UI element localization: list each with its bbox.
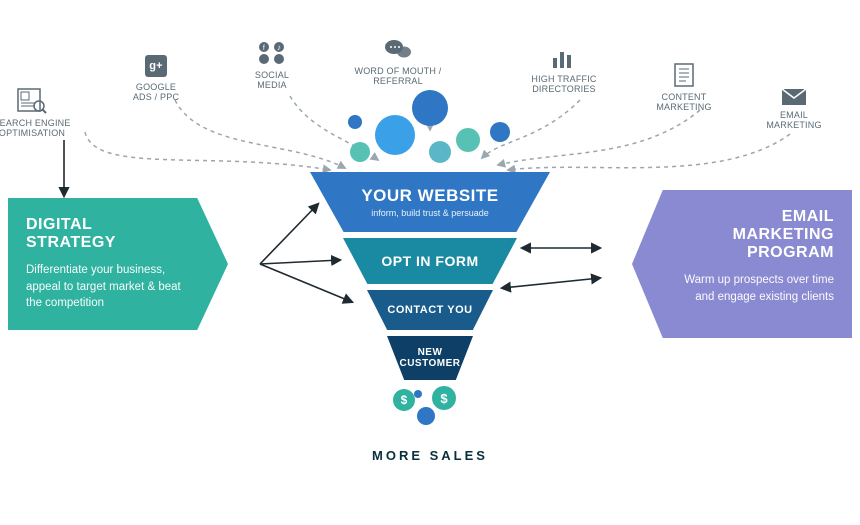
- channel-referral: WORD OF MOUTH /REFERRAL: [354, 38, 442, 87]
- digital-strategy-box: DIGITALSTRATEGY Differentiate your busin…: [8, 198, 228, 330]
- channel-dirs: HIGH TRAFFICDIRECTORIES: [520, 48, 608, 95]
- funnel-sub-0: inform, build trust & persuade: [371, 208, 489, 218]
- dirs-label: HIGH TRAFFICDIRECTORIES: [520, 74, 608, 95]
- more-sales-label: MORE SALES: [372, 448, 488, 463]
- bubble-3: [429, 141, 451, 163]
- bubble-4: [456, 128, 480, 152]
- svg-text:g+: g+: [149, 60, 163, 72]
- email-program-title: EMAILMARKETINGPROGRAM: [662, 208, 834, 262]
- email-program-body: Warm up prospects over time and engage e…: [662, 272, 834, 305]
- bubble-2: [412, 90, 448, 126]
- channel-seo: SEARCH ENGINEOPTIMISATION: [0, 88, 76, 139]
- content-label: CONTENTMARKETING: [640, 92, 728, 113]
- coin-3: [414, 390, 422, 398]
- referral-icon: [354, 38, 442, 62]
- email-label: EMAILMARKETING: [750, 110, 838, 131]
- seo-icon: [0, 88, 76, 114]
- referral-label: WORD OF MOUTH /REFERRAL: [354, 66, 442, 87]
- svg-text:f: f: [263, 45, 265, 52]
- infographic-stage: DIGITALSTRATEGY Differentiate your busin…: [0, 0, 860, 525]
- digital-strategy-title: DIGITALSTRATEGY: [26, 216, 198, 252]
- funnel-title-0: YOUR WEBSITE: [361, 186, 498, 206]
- content-icon: [640, 62, 728, 88]
- ads-label: GOOGLEADS / PPC: [112, 82, 200, 103]
- digital-strategy-body: Differentiate your business, appeal to t…: [26, 262, 198, 312]
- funnel-title-2: CONTACT YOU: [387, 304, 472, 316]
- svg-text:♪: ♪: [277, 43, 281, 52]
- bubble-6: [348, 115, 362, 129]
- channel-social: f♪SOCIALMEDIA: [228, 40, 316, 91]
- funnel-section-1: OPT IN FORM: [343, 238, 517, 284]
- funnel-title-1: OPT IN FORM: [381, 253, 478, 269]
- channel-content: CONTENTMARKETING: [640, 62, 728, 113]
- bubble-5: [490, 122, 510, 142]
- funnel-section-2: CONTACT YOU: [367, 290, 493, 330]
- seo-label: SEARCH ENGINEOPTIMISATION: [0, 118, 76, 139]
- social-icon: f♪: [228, 40, 316, 66]
- ads-icon: g+: [112, 54, 200, 78]
- dirs-icon: [520, 48, 608, 70]
- social-label: SOCIALMEDIA: [228, 70, 316, 91]
- coin-1: [417, 407, 435, 425]
- email-program-box: EMAILMARKETINGPROGRAM Warm up prospects …: [632, 190, 852, 338]
- coin-2: $: [432, 386, 456, 410]
- funnel-section-0: YOUR WEBSITE inform, build trust & persua…: [310, 172, 550, 232]
- bubble-1: [375, 115, 415, 155]
- funnel-title-3: NEWCUSTOMER: [399, 347, 460, 369]
- bubble-0: [350, 142, 370, 162]
- channel-ads: g+ GOOGLEADS / PPC: [112, 54, 200, 103]
- email-icon: [750, 88, 838, 106]
- funnel-section-3: NEWCUSTOMER: [387, 336, 473, 380]
- coin-0: $: [393, 389, 415, 411]
- channel-email: EMAILMARKETING: [750, 88, 838, 131]
